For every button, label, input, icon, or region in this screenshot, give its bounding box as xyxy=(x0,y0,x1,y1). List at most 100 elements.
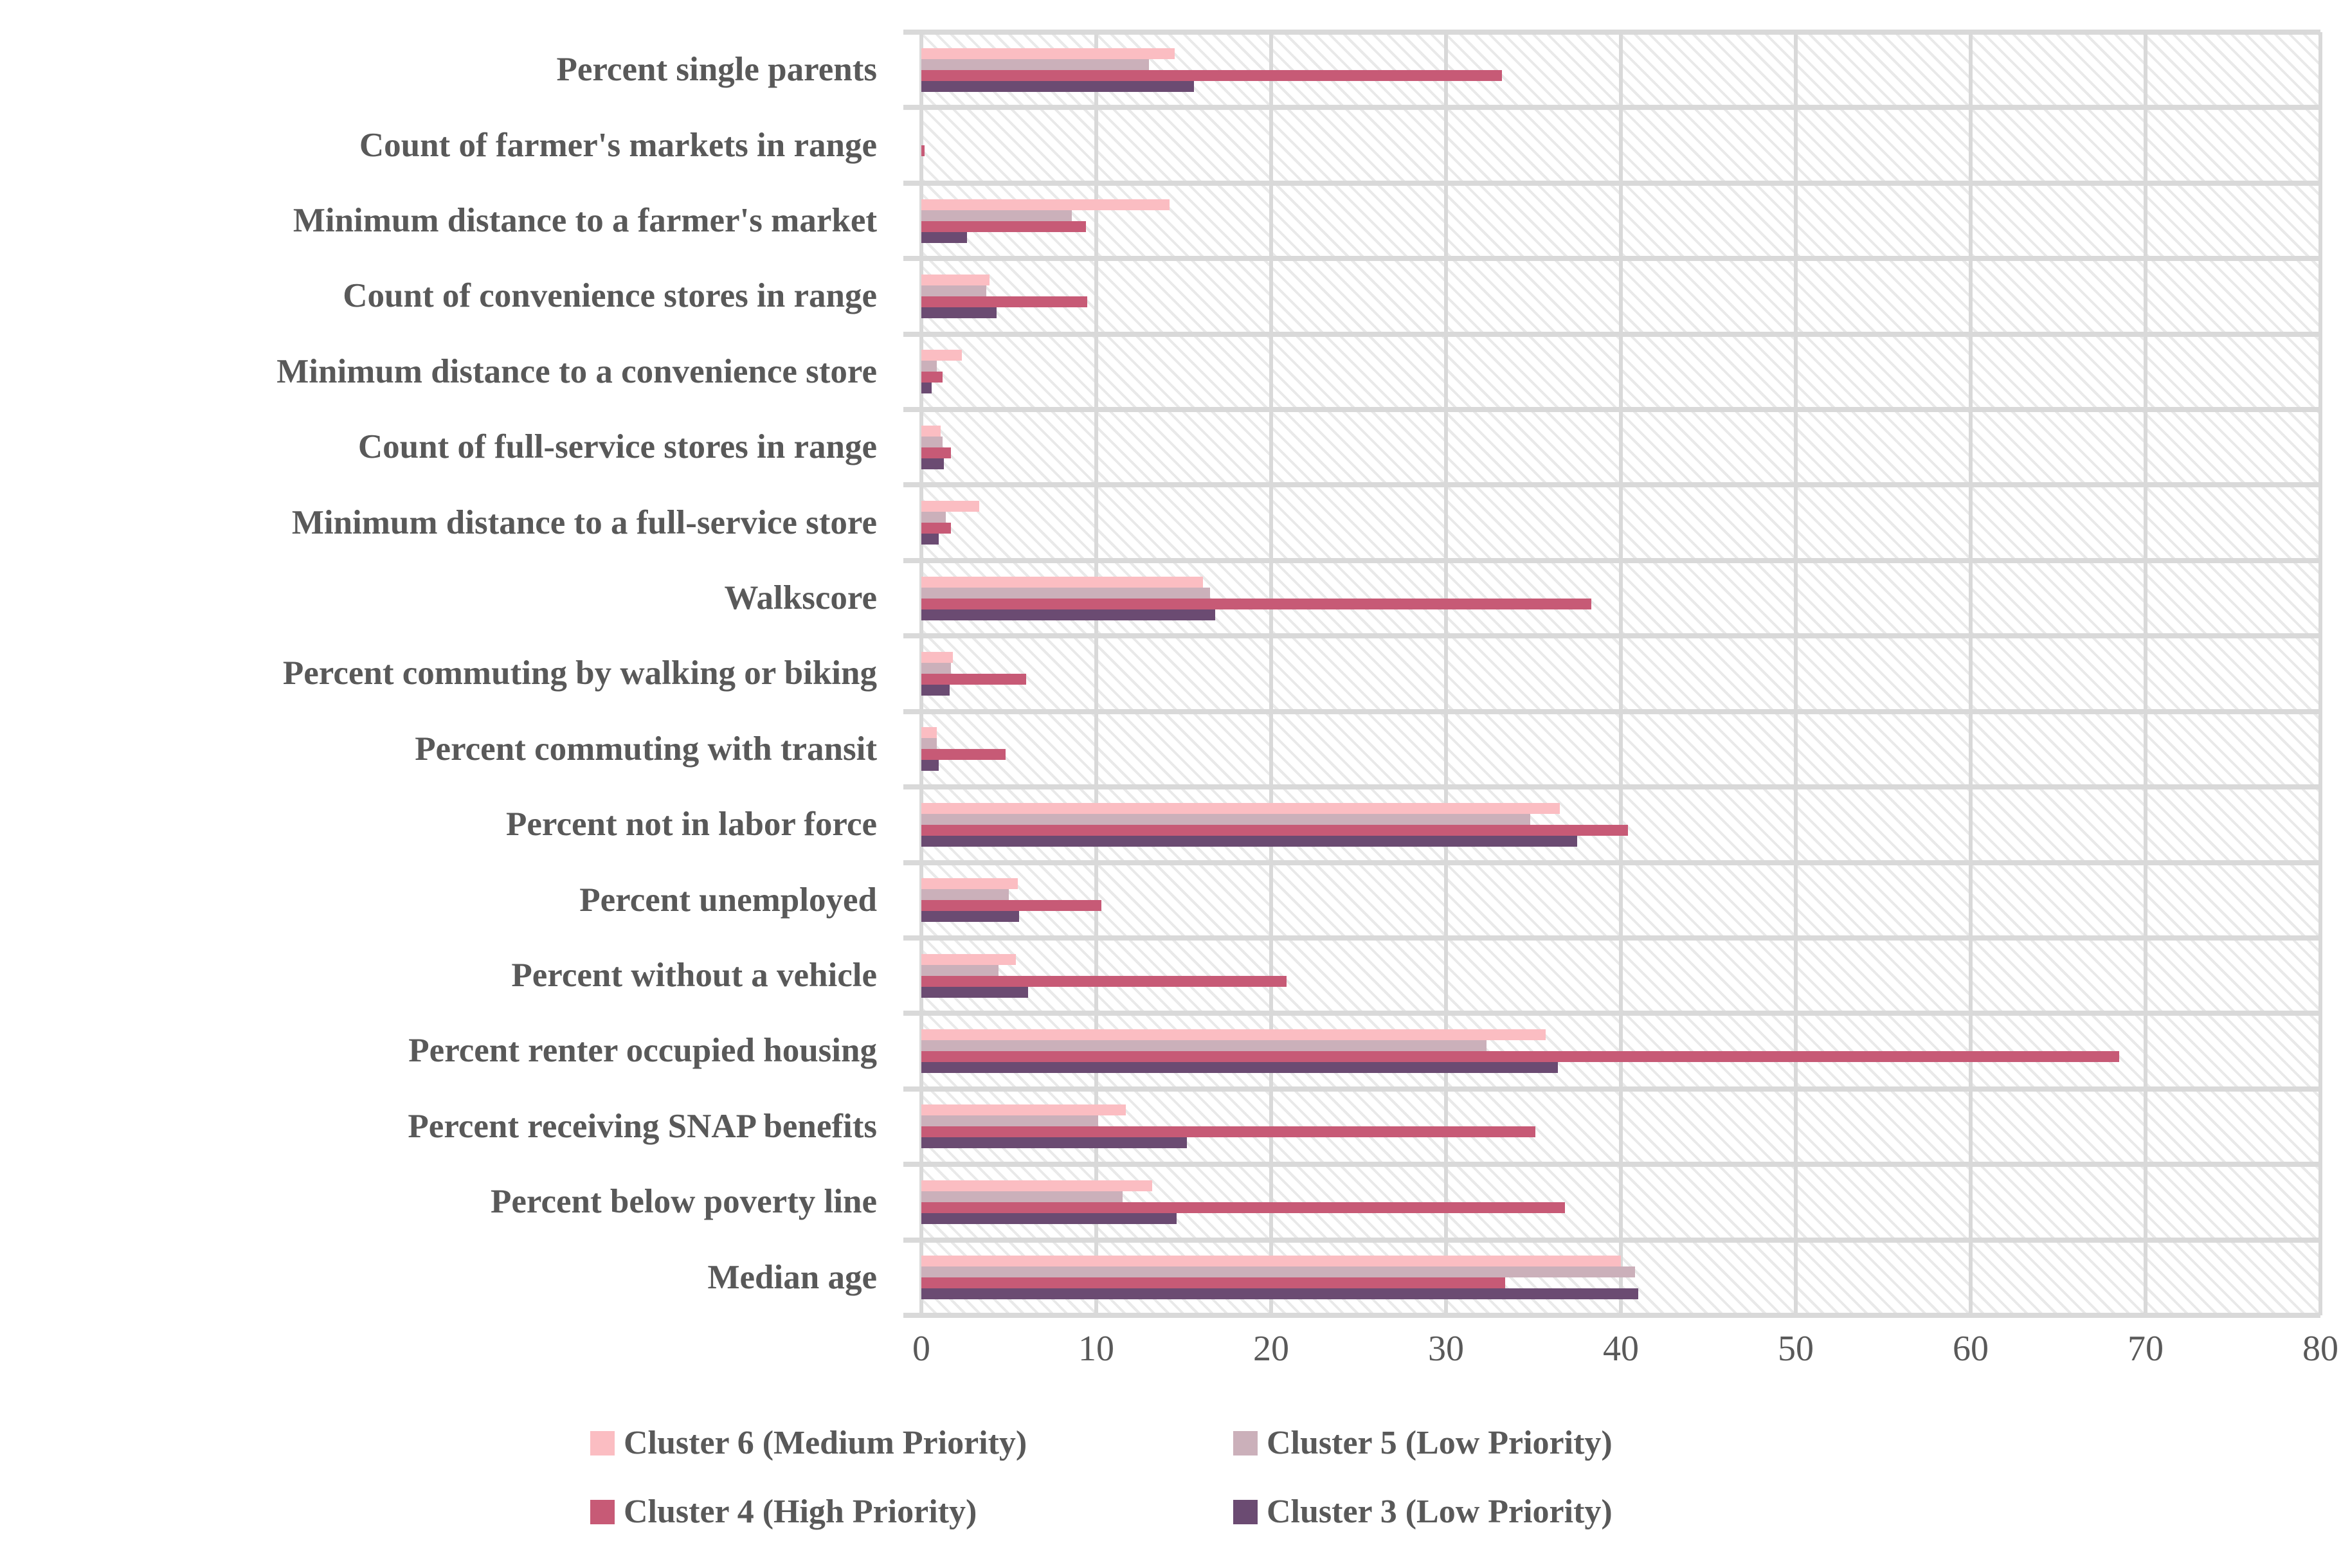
x-tick-label-0: 0 xyxy=(912,1329,930,1369)
bar-cluster-4-high-priority-percent-unemployed xyxy=(921,900,1102,912)
bar-cluster-5-low-priority-percent-below-poverty-line xyxy=(921,1191,1123,1202)
legend-label: Cluster 5 (Low Priority) xyxy=(1267,1425,1613,1461)
bar-group-minimum-distance-to-a-full-service-store xyxy=(921,485,2320,560)
bar-cluster-3-low-priority-count-of-convenience-stores-in-range xyxy=(921,307,997,318)
bar-cluster-4-high-priority-minimum-distance-to-a-farmer-s-market xyxy=(921,221,1086,232)
bar-cluster-3-low-priority-percent-renter-occupied-housing xyxy=(921,1062,1559,1074)
x-tick-label-70: 70 xyxy=(2128,1329,2164,1369)
bar-cluster-4-high-priority-percent-receiving-snap-benefits xyxy=(921,1126,1535,1138)
category-label-percent-renter-occupied-housing: Percent renter occupied housing xyxy=(408,1032,877,1070)
bar-cluster-6-medium-priority-minimum-distance-to-a-farmer-s-market xyxy=(921,199,1170,210)
x-tick-label-20: 20 xyxy=(1253,1329,1289,1369)
bar-cluster-3-low-priority-walkscore xyxy=(921,609,1215,620)
bar-cluster-5-low-priority-percent-not-in-labor-force xyxy=(921,813,1530,825)
category-label-percent-single-parents: Percent single parents xyxy=(556,51,877,89)
bar-cluster-6-medium-priority-minimum-distance-to-a-convenience-store xyxy=(921,350,962,361)
bar-cluster-3-low-priority-percent-below-poverty-line xyxy=(921,1212,1177,1224)
legend-swatch-cluster-3-low-priority xyxy=(1233,1499,1258,1524)
bar-group-percent-commuting-with-transit xyxy=(921,712,2320,787)
category-axis-labels: Percent single parents Count of farmer's … xyxy=(0,32,900,1315)
category-label-median-age: Median age xyxy=(707,1258,878,1296)
bar-cluster-4-high-priority-minimum-distance-to-a-convenience-store xyxy=(921,372,943,383)
bar-cluster-5-low-priority-walkscore xyxy=(921,587,1210,599)
horizontal-gridline xyxy=(903,784,2320,790)
bar-cluster-5-low-priority-percent-renter-occupied-housing xyxy=(921,1040,1487,1052)
bar-cluster-5-low-priority-percent-commuting-by-walking-or-biking xyxy=(921,662,952,674)
legend-item-cluster-4-high-priority: Cluster 4 (High Priority) xyxy=(590,1494,1233,1530)
bar-cluster-6-medium-priority-minimum-distance-to-a-full-service-store xyxy=(921,501,979,512)
bar-cluster-4-high-priority-percent-not-in-labor-force xyxy=(921,824,1628,836)
x-tick-label-80: 80 xyxy=(2302,1329,2338,1369)
legend-label: Cluster 6 (Medium Priority) xyxy=(624,1425,1027,1461)
horizontal-gridline xyxy=(903,1237,2320,1243)
bar-cluster-6-medium-priority-percent-unemployed xyxy=(921,878,1018,890)
horizontal-gridline xyxy=(903,1162,2320,1167)
horizontal-gridline xyxy=(903,482,2320,488)
bar-group-median-age xyxy=(921,1240,2320,1315)
bar-cluster-4-high-priority-count-of-farmer-s-markets-in-range xyxy=(921,145,925,157)
bar-cluster-4-high-priority-percent-commuting-by-walking-or-biking xyxy=(921,673,1027,685)
horizontal-gridline xyxy=(903,331,2320,337)
bar-cluster-4-high-priority-minimum-distance-to-a-full-service-store xyxy=(921,523,952,534)
bar-cluster-3-low-priority-minimum-distance-to-a-convenience-store xyxy=(921,383,932,394)
bar-cluster-5-low-priority-percent-without-a-vehicle xyxy=(921,964,999,976)
bar-cluster-6-medium-priority-percent-receiving-snap-benefits xyxy=(921,1104,1126,1116)
category-label-walkscore: Walkscore xyxy=(724,579,877,617)
horizontal-gridline xyxy=(903,1313,2320,1318)
bar-group-percent-commuting-by-walking-or-biking xyxy=(921,636,2320,711)
vertical-gridline-60 xyxy=(1969,32,1973,1315)
bar-cluster-3-low-priority-percent-without-a-vehicle xyxy=(921,986,1028,998)
chart-legend: Cluster 6 (Medium Priority) Cluster 5 (Lo… xyxy=(590,1425,1908,1530)
bar-cluster-4-high-priority-count-of-convenience-stores-in-range xyxy=(921,296,1088,307)
bar-group-walkscore xyxy=(921,561,2320,636)
bar-cluster-5-low-priority-median-age xyxy=(921,1266,1635,1278)
bar-cluster-4-high-priority-count-of-full-service-stores-in-range xyxy=(921,447,952,458)
bar-cluster-3-low-priority-percent-single-parents xyxy=(921,80,1195,92)
bar-cluster-6-medium-priority-count-of-convenience-stores-in-range xyxy=(921,274,990,285)
legend-item-cluster-6-medium-priority: Cluster 6 (Medium Priority) xyxy=(590,1425,1233,1461)
x-axis-tick-labels: 0 10 20 30 40 50 60 70 80 xyxy=(912,1329,2338,1389)
bar-group-count-of-full-service-stores-in-range xyxy=(921,410,2320,485)
bar-cluster-6-medium-priority-percent-renter-occupied-housing xyxy=(921,1029,1546,1041)
bar-cluster-3-low-priority-count-of-full-service-stores-in-range xyxy=(921,458,945,469)
bar-group-count-of-convenience-stores-in-range xyxy=(921,258,2320,334)
bar-group-count-of-farmer-s-markets-in-range xyxy=(921,107,2320,183)
bar-cluster-5-low-priority-minimum-distance-to-a-full-service-store xyxy=(921,512,946,523)
horizontal-gridline xyxy=(903,1086,2320,1092)
vertical-gridline-40 xyxy=(1619,32,1623,1315)
plot-area xyxy=(903,30,2322,1318)
bar-cluster-5-low-priority-minimum-distance-to-a-farmer-s-market xyxy=(921,210,1072,221)
horizontal-gridline xyxy=(903,860,2320,865)
bar-group-percent-renter-occupied-housing xyxy=(921,1013,2320,1088)
bar-cluster-6-medium-priority-median-age xyxy=(921,1256,1621,1267)
bar-group-percent-unemployed xyxy=(921,863,2320,938)
bar-cluster-3-low-priority-percent-commuting-with-transit xyxy=(921,760,939,771)
category-label-count-of-convenience-stores-in-range: Count of convenience stores in range xyxy=(343,277,877,315)
bar-cluster-3-low-priority-minimum-distance-to-a-full-service-store xyxy=(921,534,939,545)
bar-cluster-3-low-priority-median-age xyxy=(921,1288,1639,1300)
legend-swatch-cluster-5-low-priority xyxy=(1233,1431,1258,1455)
category-label-percent-commuting-by-walking-or-biking: Percent commuting by walking or biking xyxy=(282,654,877,692)
vertical-gridline-80 xyxy=(2318,32,2322,1315)
horizontal-gridline xyxy=(903,633,2320,639)
category-label-minimum-distance-to-a-convenience-store: Minimum distance to a convenience store xyxy=(276,352,877,390)
legend-item-cluster-5-low-priority: Cluster 5 (Low Priority) xyxy=(1233,1425,1876,1461)
legend-swatch-cluster-4-high-priority xyxy=(590,1499,615,1524)
vertical-gridline-70 xyxy=(2144,32,2147,1315)
x-tick-label-50: 50 xyxy=(1778,1329,1814,1369)
x-tick-label-10: 10 xyxy=(1078,1329,1114,1369)
x-tick-label-30: 30 xyxy=(1428,1329,1464,1369)
legend-swatch-cluster-6-medium-priority xyxy=(590,1431,615,1455)
category-label-percent-unemployed: Percent unemployed xyxy=(579,881,877,919)
category-label-minimum-distance-to-a-farmer-s-market: Minimum distance to a farmer's market xyxy=(293,202,877,240)
bar-group-percent-receiving-snap-benefits xyxy=(921,1089,2320,1164)
bar-cluster-5-low-priority-count-of-full-service-stores-in-range xyxy=(921,436,943,447)
horizontal-gridline xyxy=(903,407,2320,413)
bar-cluster-3-low-priority-percent-receiving-snap-benefits xyxy=(921,1137,1188,1149)
category-label-percent-receiving-snap-benefits: Percent receiving SNAP benefits xyxy=(408,1107,877,1145)
bar-group-percent-without-a-vehicle xyxy=(921,938,2320,1013)
bar-cluster-5-low-priority-count-of-convenience-stores-in-range xyxy=(921,285,986,296)
horizontal-gridline xyxy=(903,256,2320,262)
vertical-gridline-20 xyxy=(1269,32,1273,1315)
